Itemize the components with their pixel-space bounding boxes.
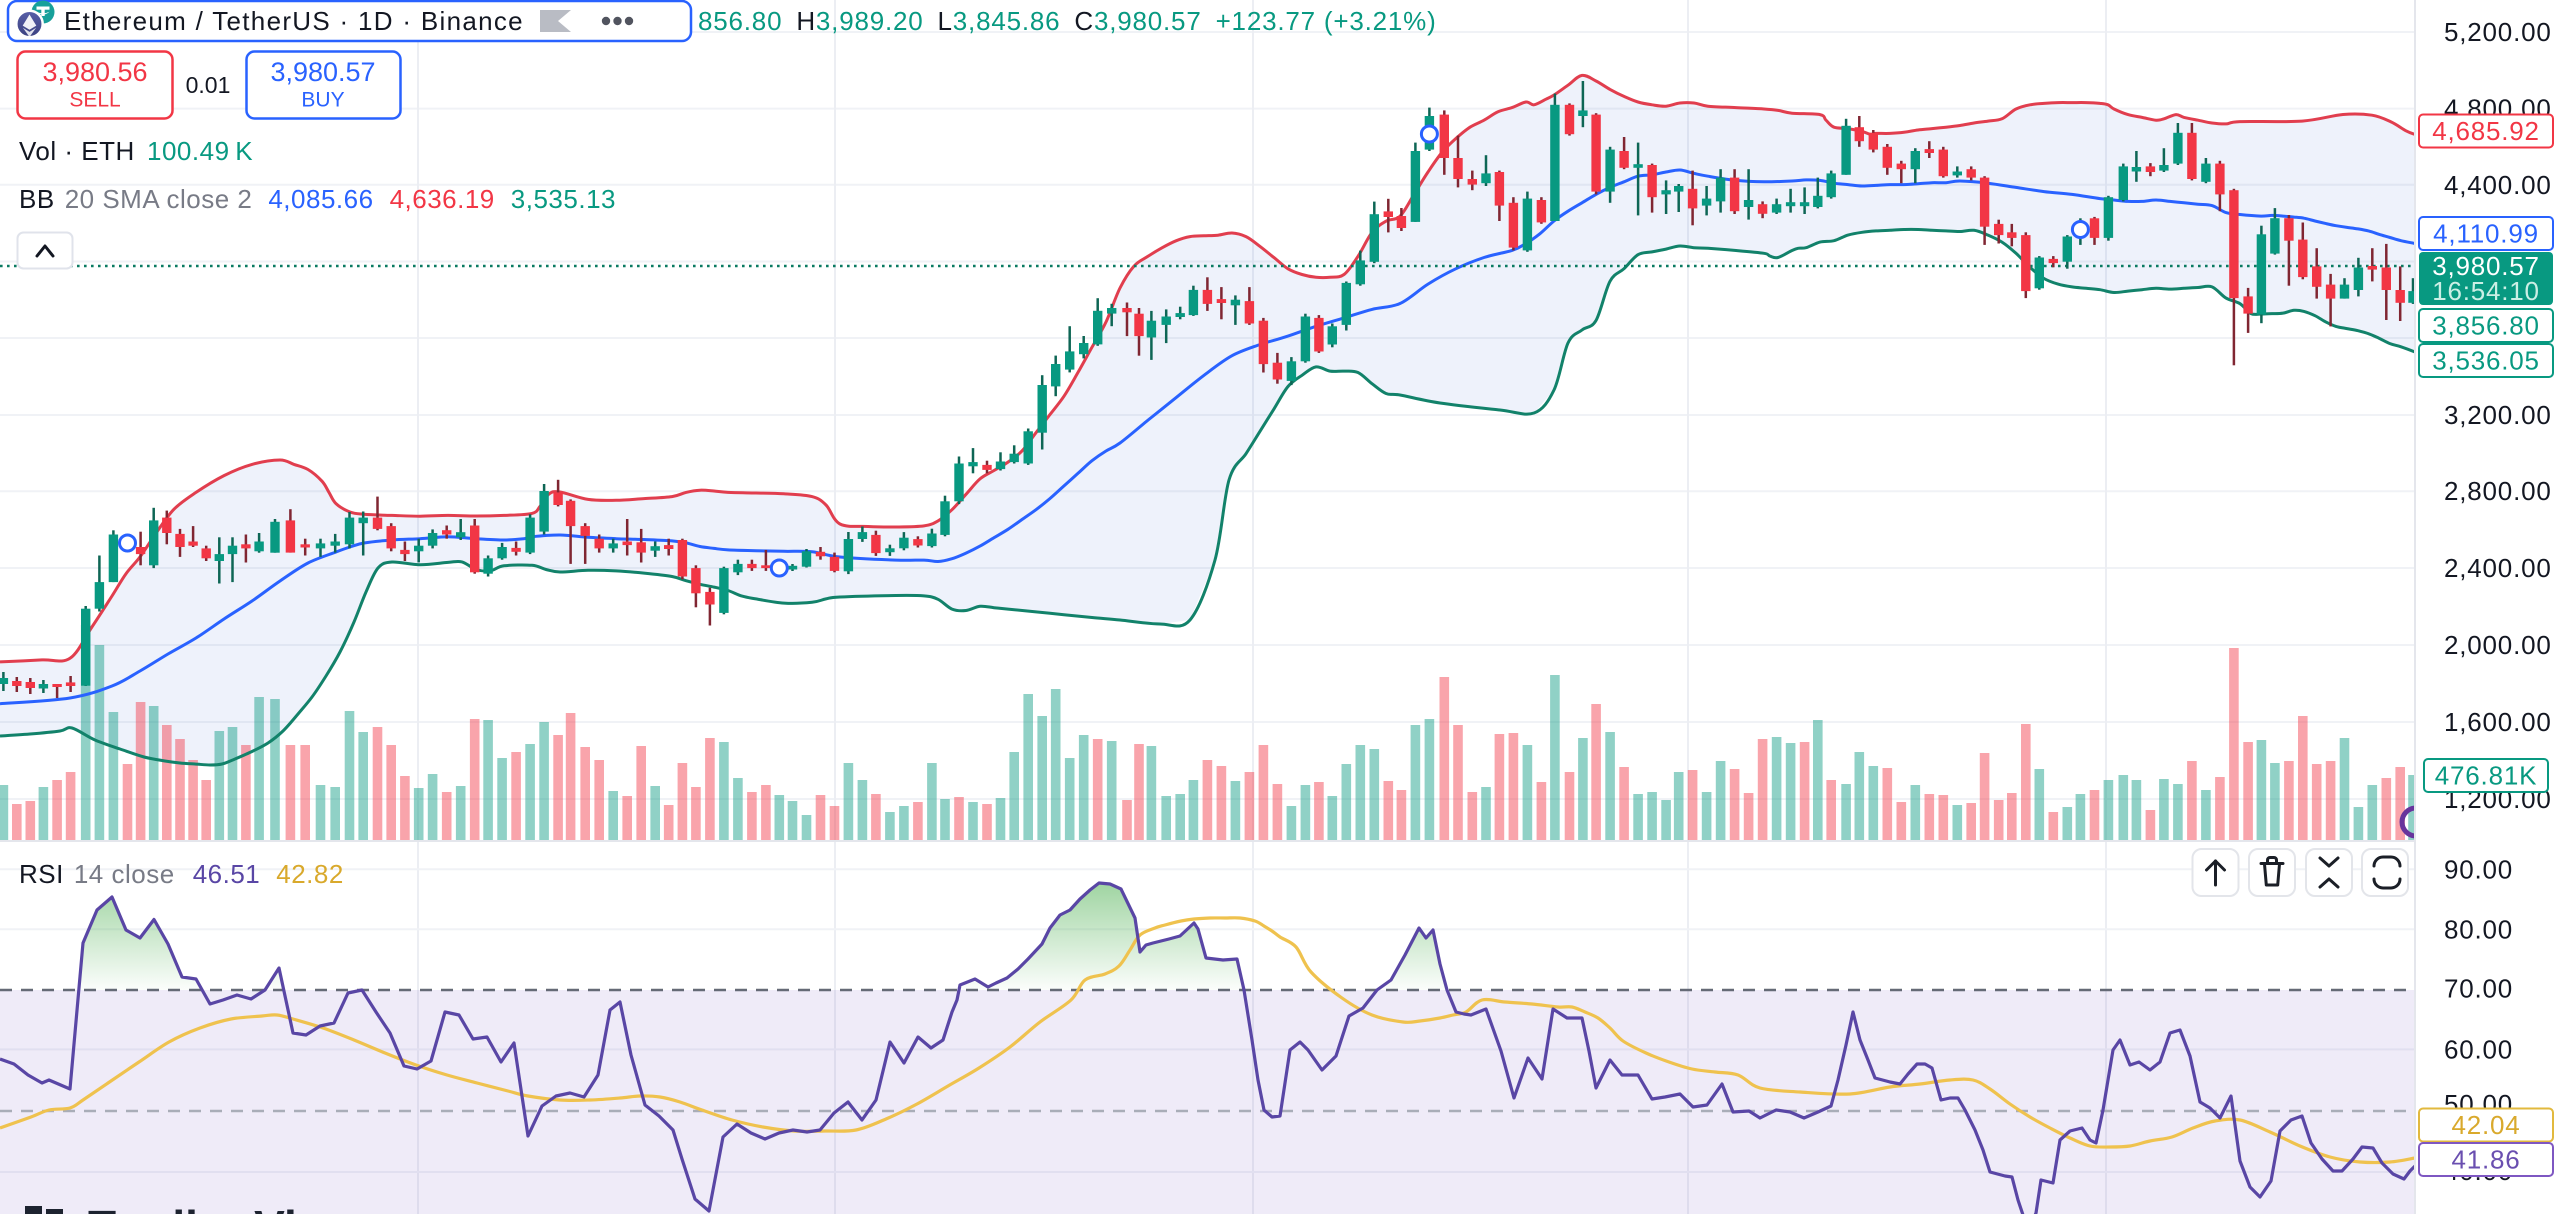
svg-text:0.01: 0.01 — [186, 72, 231, 98]
svg-text:2,000.00: 2,000.00 — [2444, 630, 2552, 660]
svg-text:42.04: 42.04 — [2451, 1110, 2520, 1140]
svg-text:BUY: BUY — [301, 89, 344, 112]
svg-text:16:54:10: 16:54:10 — [2432, 276, 2540, 306]
svg-text:TradingView: TradingView — [88, 1201, 358, 1214]
svg-text:4,400.00: 4,400.00 — [2444, 170, 2552, 200]
svg-text:3,536.05: 3,536.05 — [2432, 346, 2540, 376]
svg-text:Vol · ETH: Vol · ETH — [19, 136, 135, 166]
svg-text:Ethereum / TetherUS · 1D · Bin: Ethereum / TetherUS · 1D · Binance — [64, 6, 524, 36]
svg-text:90.00: 90.00 — [2444, 854, 2513, 884]
svg-text:3,856.80: 3,856.80 — [2432, 311, 2540, 341]
svg-text:476.81K: 476.81K — [2435, 761, 2537, 791]
svg-text:41.86: 41.86 — [2451, 1145, 2520, 1175]
svg-text:3,200.00: 3,200.00 — [2444, 400, 2552, 430]
svg-text:5,200.00: 5,200.00 — [2444, 17, 2552, 47]
svg-text:3,980.57: 3,980.57 — [2432, 251, 2540, 281]
svg-text:3,980.57: 3,980.57 — [270, 57, 375, 87]
svg-text:70.00: 70.00 — [2444, 974, 2513, 1004]
svg-text:2,400.00: 2,400.00 — [2444, 553, 2552, 583]
svg-text:80.00: 80.00 — [2444, 914, 2513, 944]
svg-text:1,600.00: 1,600.00 — [2444, 707, 2552, 737]
svg-text:100.49 K: 100.49 K — [147, 136, 253, 166]
svg-text:60.00: 60.00 — [2444, 1034, 2513, 1064]
svg-text:SELL: SELL — [69, 89, 120, 112]
svg-text:2,800.00: 2,800.00 — [2444, 476, 2552, 506]
svg-text:3,980.56: 3,980.56 — [42, 57, 147, 87]
svg-text:4,110.99: 4,110.99 — [2433, 219, 2539, 249]
svg-text:4,685.92: 4,685.92 — [2432, 116, 2540, 146]
